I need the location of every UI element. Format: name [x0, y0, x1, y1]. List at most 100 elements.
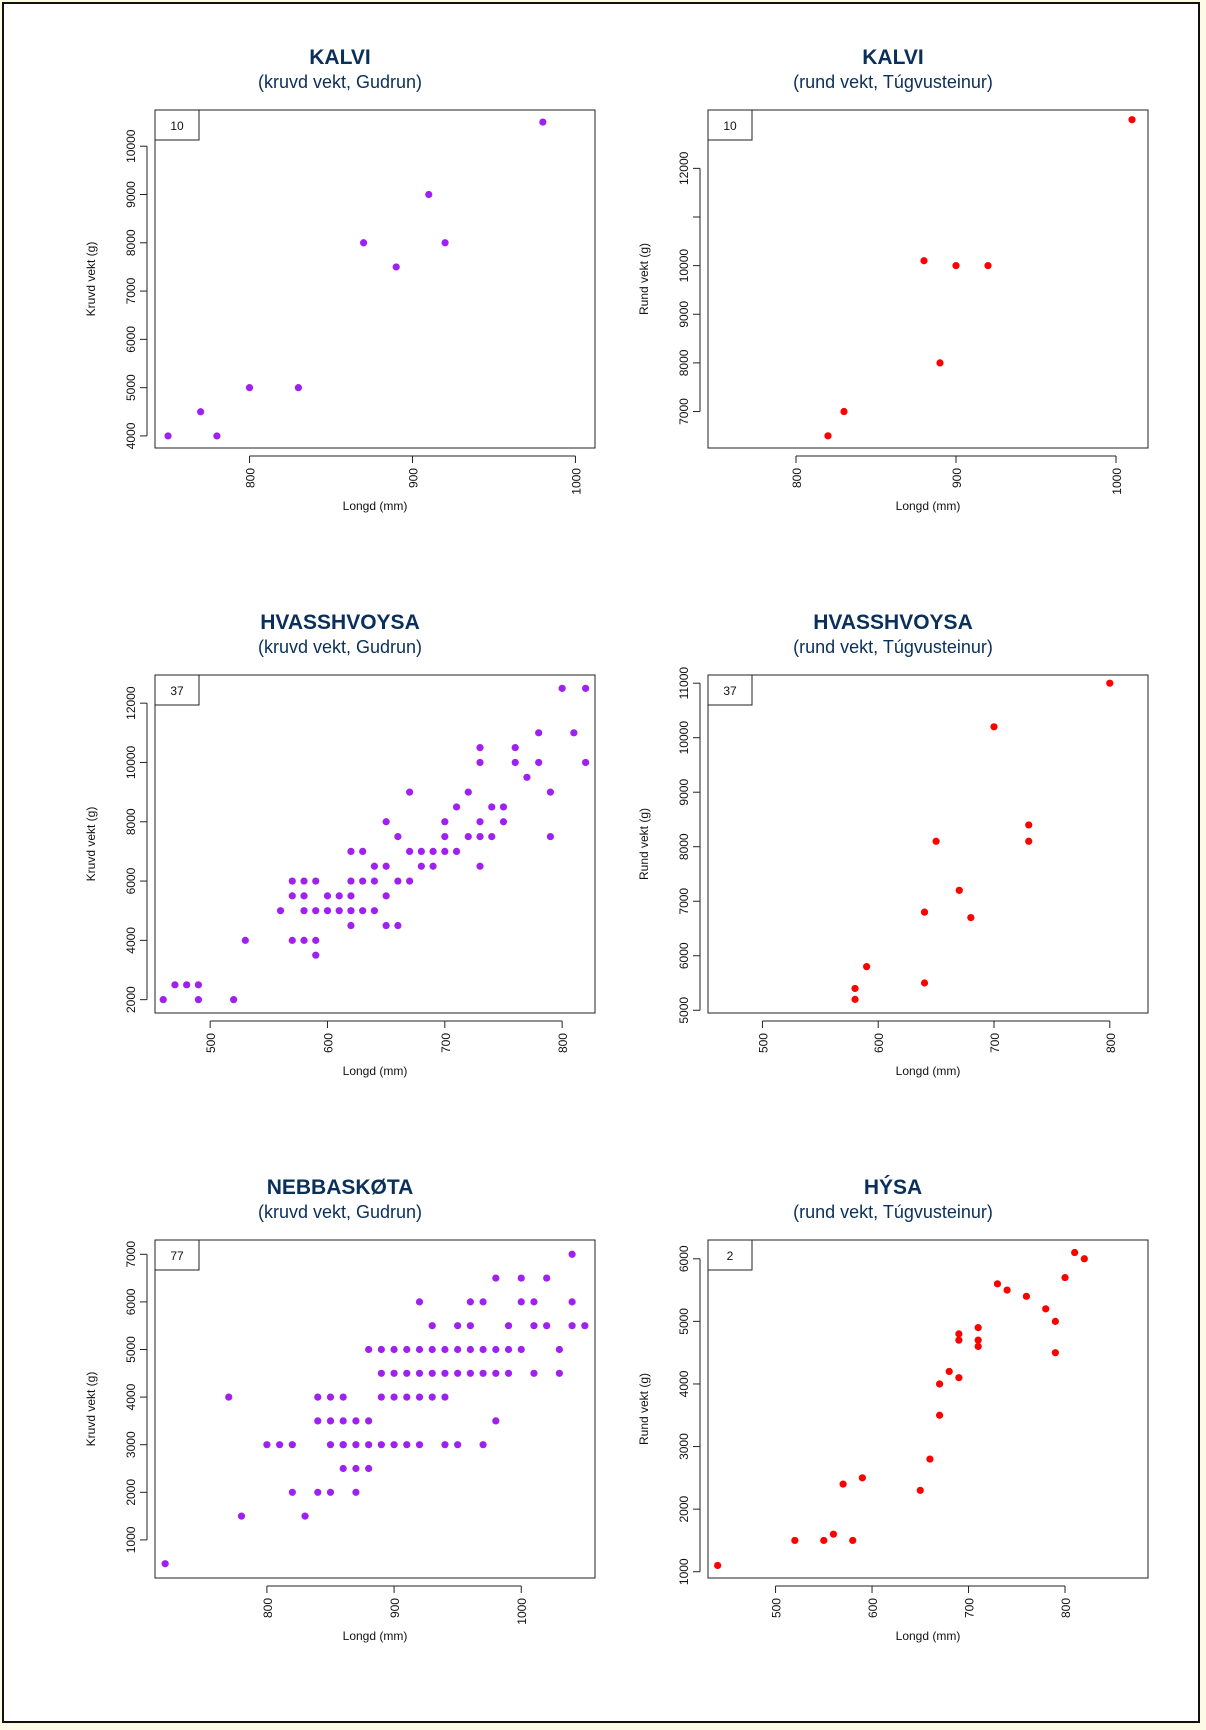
x-tick-label: 800 [556, 1033, 570, 1053]
data-point [466, 1322, 474, 1330]
data-point [406, 847, 414, 856]
data-point [714, 1561, 722, 1570]
data-point [323, 892, 332, 900]
data-point [415, 1345, 424, 1354]
data-point [479, 1298, 487, 1306]
data-point [504, 1322, 513, 1330]
data-point [312, 936, 320, 944]
data-point [377, 1369, 385, 1377]
data-point [241, 936, 249, 944]
y-tick-label: 5000 [124, 1336, 138, 1363]
x-tick-label: 700 [988, 1033, 1002, 1053]
count-box [707, 674, 753, 706]
data-point [403, 1441, 411, 1449]
y-axis-label: Kruvd vekt (g) [84, 807, 98, 882]
data-point [339, 1464, 347, 1473]
data-point [441, 1441, 449, 1449]
y-axis-label: Rund vekt (g) [637, 243, 651, 315]
data-point [288, 1441, 296, 1449]
data-point [530, 1369, 538, 1377]
y-tick-label: 6000 [677, 942, 691, 969]
data-point [403, 1393, 411, 1401]
data-point [504, 1369, 513, 1377]
data-point [390, 1393, 398, 1401]
y-tick-label: 11000 [677, 667, 691, 700]
data-point [197, 408, 205, 416]
data-point [312, 877, 320, 885]
data-point [428, 1322, 436, 1330]
x-tick-label: 500 [770, 1598, 784, 1618]
data-point [955, 1374, 963, 1382]
data-point [288, 892, 296, 900]
y-tick-label: 2000 [124, 1479, 138, 1506]
data-point [1025, 821, 1033, 829]
x-axis-label: Longd (mm) [343, 1629, 408, 1643]
data-point [225, 1393, 233, 1401]
count-label: 37 [170, 684, 184, 698]
data-point [326, 1488, 335, 1496]
data-point [365, 1417, 373, 1425]
y-tick-label: 10000 [124, 745, 138, 779]
data-point [326, 1393, 335, 1401]
y-tick-label: 10000 [677, 249, 691, 283]
data-point [300, 892, 308, 900]
data-point [288, 936, 296, 944]
data-point [955, 1330, 963, 1338]
plot-box [707, 674, 1149, 1014]
panel-kalvi-rund: KALVI (rund vekt, Túgvusteinur) 800 900 10… [613, 40, 1173, 600]
data-point [839, 1480, 847, 1488]
data-point [415, 1298, 424, 1306]
x-axis-label: Longd (mm) [896, 1629, 961, 1643]
data-point [339, 1441, 347, 1449]
data-point [276, 1441, 284, 1449]
data-point [171, 981, 179, 989]
x-tick-label: 900 [950, 468, 964, 488]
data-point [1071, 1248, 1079, 1257]
data-point [245, 384, 254, 392]
data-point [377, 1345, 385, 1354]
data-point [183, 981, 191, 989]
x-tick-label: 700 [963, 1598, 977, 1618]
data-point [314, 1417, 322, 1425]
y-tick-label: 12000 [124, 686, 138, 720]
data-point [935, 1380, 944, 1388]
y-tick-label: 4000 [124, 1383, 138, 1410]
y-axis-label: Kruvd vekt (g) [84, 242, 98, 317]
data-point [164, 432, 172, 440]
y-tick-label: 9000 [677, 301, 691, 328]
data-point [1106, 679, 1114, 687]
chart-subtitle: (rund vekt, Túgvusteinur) [793, 637, 993, 657]
data-point [824, 432, 832, 440]
data-point [1051, 1317, 1059, 1325]
data-point [359, 907, 367, 915]
x-axis-label: Longd (mm) [896, 499, 961, 513]
data-point [326, 1441, 335, 1449]
data-point [194, 996, 203, 1004]
data-point [546, 788, 555, 796]
chart-subtitle: (kruvd vekt, Gudrun) [257, 637, 423, 657]
data-point [441, 1369, 449, 1377]
data-point [466, 1369, 474, 1377]
data-point [382, 818, 390, 826]
data-point [339, 1417, 347, 1425]
data-point [300, 936, 308, 944]
chart-subtitle: (kruvd vekt, Gudrun) [257, 1202, 423, 1222]
x-tick-label: 500 [204, 1033, 218, 1053]
y-tick-label: 8000 [124, 808, 138, 835]
y-tick-label: 8000 [124, 229, 138, 256]
count-box [154, 109, 200, 141]
data-point [543, 1322, 551, 1330]
data-point [370, 907, 379, 915]
y-tick-label: 4000 [677, 1370, 691, 1397]
data-point [390, 1369, 398, 1377]
chart-title: HVASSHVOYSA [260, 611, 420, 634]
panel-hvasshvoysa-rund: HVASSHVOYSA (rund vekt, Túgvusteinur) 50… [613, 605, 1173, 1165]
data-point [568, 1250, 576, 1258]
y-tick-label: 7000 [677, 888, 691, 915]
y-tick-label: 9000 [677, 779, 691, 806]
data-point [452, 803, 461, 811]
chart-title: KALVI [309, 46, 371, 69]
plot-box [154, 674, 596, 1014]
y-tick-label: 1000 [677, 1558, 691, 1585]
